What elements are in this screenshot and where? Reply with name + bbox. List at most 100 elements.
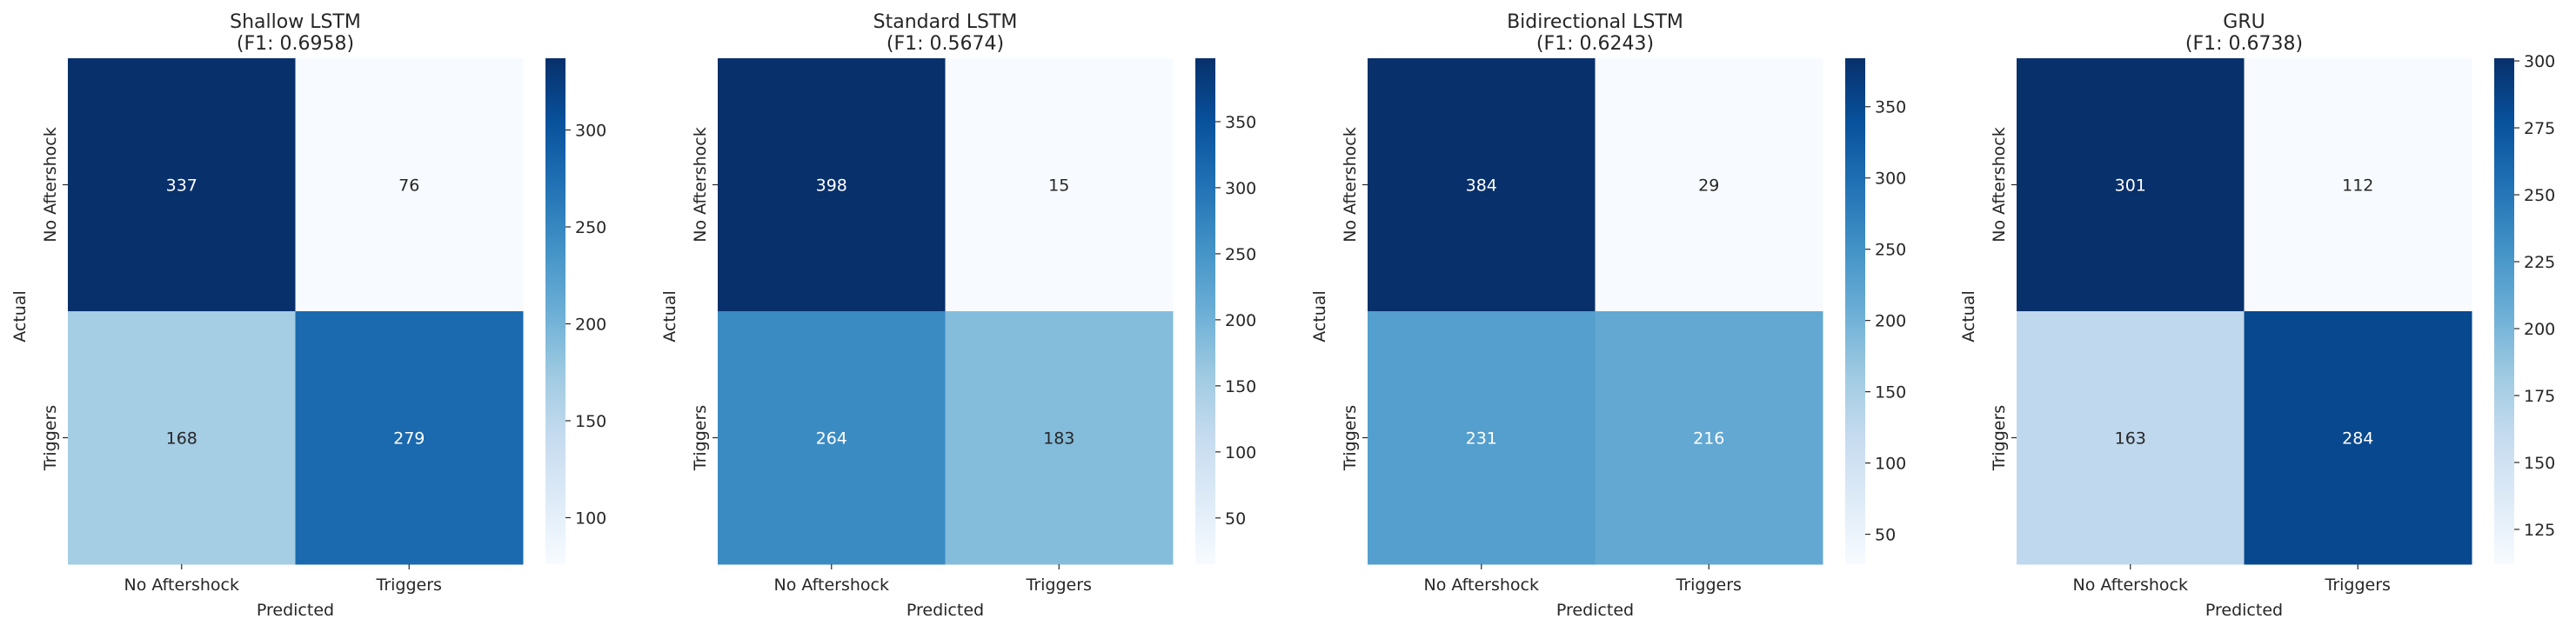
heatmap-cell (1595, 58, 1823, 312)
colorbar-tick-label: 150 (1875, 383, 1906, 402)
y-tick-label: Triggers (1990, 405, 2009, 471)
colorbar (2494, 58, 2514, 564)
colorbar-tick-label: 50 (1875, 526, 1896, 545)
x-tick-label: No Aftershock (773, 575, 889, 595)
y-axis-label: Actual (660, 290, 679, 343)
colorbar-tick-label: 300 (575, 122, 606, 141)
colorbar-tick-label: 350 (1875, 98, 1906, 117)
cell-value-label: 168 (166, 429, 197, 449)
y-tick-label: No Aftershock (691, 127, 710, 243)
y-tick-label: Triggers (41, 405, 60, 471)
heatmap-cell (2244, 311, 2472, 565)
x-tick-label: No Aftershock (124, 575, 239, 595)
heatmap-cell (2017, 58, 2245, 312)
cell-value-label: 279 (393, 429, 425, 449)
heatmap-panel-1: Standard LSTM(F1: 0.5674) 398 15 264 183 No A… (660, 11, 1256, 620)
chart-title: GRU (2223, 11, 2265, 33)
colorbar-tick-label: 300 (1225, 179, 1256, 198)
colorbar-tick-label: 200 (575, 315, 606, 334)
y-axis-label: Actual (1310, 290, 1329, 343)
chart-subtitle: (F1: 0.6738) (2185, 33, 2303, 55)
y-axis-label: Actual (1959, 290, 1978, 343)
heatmap-cell (1595, 311, 1823, 565)
cell-value-label: 398 (816, 176, 847, 196)
colorbar-tick-label: 225 (2524, 253, 2555, 272)
colorbar-tick-label: 250 (1225, 245, 1256, 264)
colorbar-tick-label: 275 (2524, 119, 2555, 138)
cell-value-label: 337 (166, 176, 197, 196)
x-tick-label: Triggers (1676, 575, 1742, 595)
colorbar (1195, 58, 1215, 564)
colorbar-tick-label: 350 (1225, 113, 1256, 132)
colorbar-tick-label: 200 (1225, 311, 1256, 330)
cell-value-label: 231 (1466, 429, 1497, 449)
x-axis-label: Predicted (257, 601, 334, 620)
chart-subtitle: (F1: 0.6958) (237, 33, 354, 55)
colorbar-tick-label: 300 (2524, 52, 2555, 71)
colorbar-tick-label: 200 (2524, 320, 2555, 339)
y-axis-label: Actual (10, 290, 30, 343)
cell-value-label: 29 (1698, 176, 1719, 196)
heatmap-cell (2244, 58, 2472, 312)
colorbar (545, 58, 565, 564)
x-tick-label: Triggers (376, 575, 442, 595)
x-axis-label: Predicted (907, 601, 984, 620)
chart-subtitle: (F1: 0.6243) (1536, 33, 1654, 55)
heatmap-cell (945, 311, 1174, 565)
cell-value-label: 163 (2115, 429, 2146, 449)
x-tick-label: No Aftershock (1423, 575, 1539, 595)
colorbar-tick-label: 100 (1875, 455, 1906, 474)
cell-value-label: 216 (1693, 429, 1724, 449)
colorbar-tick-label: 250 (1875, 241, 1906, 260)
chart-title: Bidirectional LSTM (1507, 11, 1683, 33)
cell-value-label: 301 (2115, 176, 2146, 196)
colorbar-tick-label: 100 (575, 509, 606, 528)
chart-title: Shallow LSTM (230, 11, 361, 33)
heatmap-panel-2: Bidirectional LSTM(F1: 0.6243) 384 29 231 21… (1310, 11, 1906, 620)
colorbar-tick-label: 250 (575, 218, 606, 237)
heatmap-cell (68, 311, 296, 565)
colorbar-tick-label: 300 (1875, 170, 1906, 189)
x-tick-label: Triggers (2325, 575, 2391, 595)
heatmap-cell (295, 311, 524, 565)
y-tick-label: Triggers (691, 405, 710, 471)
heatmap-cell (2017, 311, 2245, 565)
heatmap-panel-3: GRU(F1: 0.6738) 301 112 163 284 No Aftershock… (1959, 11, 2555, 620)
x-tick-label: No Aftershock (2072, 575, 2188, 595)
cell-value-label: 264 (816, 429, 847, 449)
colorbar-tick-label: 100 (1225, 443, 1256, 462)
heatmap-cell (718, 311, 946, 565)
x-axis-label: Predicted (2205, 601, 2283, 620)
colorbar-tick-label: 250 (2524, 186, 2555, 205)
y-tick-label: Triggers (1341, 405, 1360, 471)
x-tick-label: Triggers (1026, 575, 1092, 595)
y-tick-label: No Aftershock (1341, 127, 1360, 243)
chart-title: Standard LSTM (873, 11, 1018, 33)
cell-value-label: 76 (398, 176, 419, 196)
chart-subtitle: (F1: 0.5674) (887, 33, 1004, 55)
colorbar-tick-label: 125 (2524, 521, 2555, 540)
colorbar-tick-label: 150 (2524, 454, 2555, 473)
colorbar-tick-label: 200 (1875, 312, 1906, 331)
colorbar-tick-label: 50 (1225, 509, 1246, 529)
cell-value-label: 284 (2342, 429, 2373, 449)
heatmap-cell (718, 58, 946, 312)
heatmap-cell (295, 58, 524, 312)
heatmap-cell (68, 58, 296, 312)
cell-value-label: 183 (1043, 429, 1074, 449)
y-tick-label: No Aftershock (1990, 127, 2009, 243)
heatmap-cell (1368, 58, 1596, 312)
heatmap-panel-0: Shallow LSTM(F1: 0.6958) 337 76 168 279 No Af… (10, 11, 606, 620)
colorbar (1845, 58, 1865, 564)
colorbar-tick-label: 175 (2524, 387, 2555, 406)
heatmap-cell (1368, 311, 1596, 565)
colorbar-tick-label: 150 (1225, 377, 1256, 396)
cell-value-label: 384 (1466, 176, 1497, 196)
y-tick-label: No Aftershock (41, 127, 60, 243)
cell-value-label: 15 (1048, 176, 1069, 196)
colorbar-tick-label: 150 (575, 412, 606, 431)
cell-value-label: 112 (2342, 176, 2373, 196)
x-axis-label: Predicted (1556, 601, 1634, 620)
heatmap-cell (945, 58, 1174, 312)
